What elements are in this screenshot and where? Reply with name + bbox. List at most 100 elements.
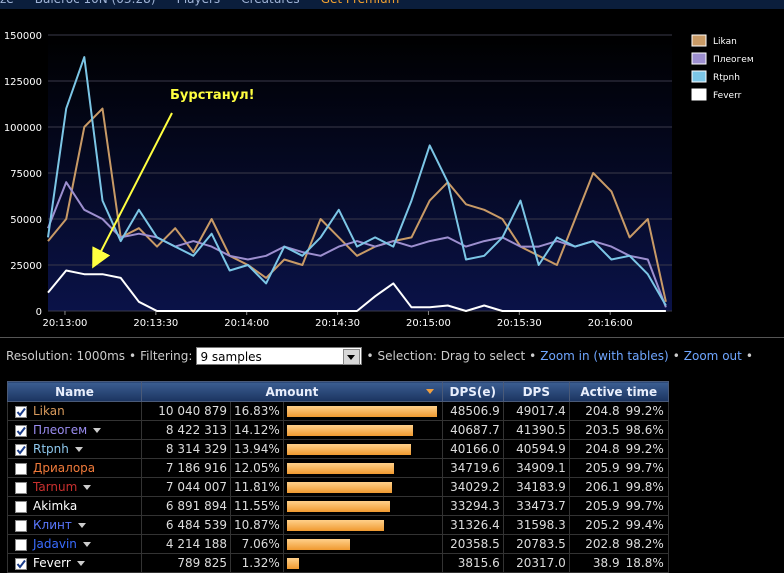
nav-link[interactable]: ze — [0, 0, 14, 6]
y-tick-label: 0 — [36, 307, 42, 318]
dps-e: 40166.0 — [441, 439, 504, 459]
name-cell: Клинт — [7, 515, 142, 535]
player-row: Akimka 6 891 894 11.55% 33294.3 33473.7 205.9… — [7, 496, 669, 516]
checkbox-box — [15, 424, 27, 437]
nav-link[interactable]: Get Premium — [321, 0, 400, 6]
select-button[interactable] — [343, 349, 361, 365]
x-tick-label: 20:14:00 — [224, 318, 269, 329]
dps: 31598.3 — [502, 515, 570, 535]
menu-arrow[interactable] — [77, 523, 86, 528]
dps-e: 40687.7 — [441, 420, 504, 440]
player-name[interactable]: Tarnum — [33, 480, 78, 494]
active-share: 99.4% — [625, 518, 664, 532]
series-line — [47, 107, 667, 303]
column-header[interactable]: Active time — [568, 381, 669, 402]
name-cell: Jadavin — [7, 534, 142, 554]
y-tick-label: 125000 — [4, 77, 42, 88]
x-tick-label: 20:15:00 — [406, 318, 451, 329]
amount: 8 422 313 — [141, 420, 231, 440]
player-name[interactable]: Дриалора — [33, 461, 96, 475]
column-header[interactable]: DPS — [502, 381, 570, 402]
menu-arrow[interactable] — [93, 428, 102, 433]
legend-label: Плеогем — [713, 55, 754, 65]
checkmark — [16, 407, 26, 417]
amount-bar — [286, 462, 395, 474]
checkbox[interactable] — [15, 443, 27, 456]
separator: • — [366, 349, 374, 363]
checkbox[interactable] — [15, 557, 27, 570]
player-name[interactable]: Rtpnh — [33, 442, 69, 456]
divider — [0, 337, 784, 338]
zoom-out-link[interactable]: Zoom out — [683, 349, 742, 363]
annotation-arrow — [92, 112, 173, 269]
nav-separator: • — [307, 0, 314, 6]
active-time: 38.9 — [592, 556, 620, 570]
amount-bar — [286, 557, 299, 569]
legend-swatch — [691, 70, 707, 83]
x-tick-label: 20:15:30 — [497, 318, 542, 329]
player-name[interactable]: Akimka — [33, 499, 78, 513]
checkbox[interactable] — [15, 538, 27, 551]
player-row: Likan 10 040 879 16.83% 48506.9 49017.4 204.8… — [7, 401, 669, 421]
name-cell: Плеогем — [7, 420, 142, 440]
selection-label: Selection: Drag to select — [377, 349, 526, 363]
amount: 10 040 879 — [141, 401, 231, 421]
nav-link[interactable]: Baleroc 10N (03:28) — [35, 0, 156, 6]
amount: 4 214 188 — [141, 534, 231, 554]
amount: 6 484 539 — [141, 515, 231, 535]
menu-arrow[interactable] — [82, 542, 91, 547]
checkbox[interactable] — [15, 519, 27, 532]
player-name[interactable]: Плеогем — [33, 423, 88, 437]
player-name[interactable]: Likan — [33, 404, 65, 418]
bar-cell — [282, 477, 443, 497]
share: 13.94% — [230, 439, 284, 459]
x-tick-label: 20:13:30 — [133, 318, 178, 329]
checkbox[interactable] — [15, 424, 27, 437]
column-header[interactable]: DPS(e) — [441, 381, 504, 402]
zoom-in-link[interactable]: Zoom in (with tables) — [540, 349, 669, 363]
y-tick-label: 100000 — [4, 123, 42, 134]
share: 12.05% — [230, 458, 284, 478]
name-cell: Дриалора — [7, 458, 142, 478]
column-header[interactable]: Amount — [141, 381, 443, 402]
checkbox-box — [15, 519, 27, 532]
checkbox[interactable] — [15, 405, 27, 418]
share: 11.81% — [230, 477, 284, 497]
player-name[interactable]: Клинт — [33, 518, 72, 532]
bar-cell — [282, 515, 443, 535]
nav-items: ze • Baleroc 10N (03:28) • Players • Creatures… — [0, 0, 406, 6]
nav-link[interactable]: Players — [177, 0, 221, 6]
y-tick-label: 75000 — [10, 169, 42, 180]
legend-swatch — [691, 34, 707, 47]
amount-bar — [286, 424, 413, 436]
player-name[interactable]: Feverr — [33, 556, 71, 570]
dps: 34183.9 — [502, 477, 570, 497]
bar-cell — [282, 439, 443, 459]
nav-link[interactable]: Creatures — [241, 0, 299, 6]
checkbox[interactable] — [15, 462, 27, 475]
name-cell: Likan — [7, 401, 142, 421]
name-cell: Tarnum — [7, 477, 142, 497]
checkmark — [16, 559, 26, 569]
checkbox[interactable] — [15, 500, 27, 513]
nav-bar: ze • Baleroc 10N (03:28) • Players • Creatures… — [0, 0, 784, 9]
x-tick-label: 20:16:00 — [588, 318, 633, 329]
y-tick-label: 25000 — [10, 261, 42, 272]
player-row: Rtpnh 8 314 329 13.94% 40166.0 40594.9 204.8 9… — [7, 439, 669, 459]
checkmark — [16, 426, 26, 436]
active-share: 99.2% — [625, 442, 664, 456]
share: 11.55% — [230, 496, 284, 516]
menu-arrow[interactable] — [83, 485, 92, 490]
controls: Resolution: 1000ms • Filtering: 9 samples • S… — [6, 345, 757, 367]
column-header[interactable]: Name — [7, 381, 142, 402]
sort-arrow — [425, 389, 434, 394]
active-time: 204.8 — [585, 404, 620, 418]
player-name[interactable]: Jadavin — [33, 537, 77, 551]
player-row: Tarnum 7 044 007 11.81% 34029.2 34183.9 206.1… — [7, 477, 669, 497]
filter-select[interactable]: 9 samples — [196, 347, 363, 365]
amount-bar — [286, 443, 411, 455]
menu-arrow[interactable] — [74, 447, 83, 452]
checkbox-box — [15, 557, 27, 570]
checkbox[interactable] — [15, 481, 27, 494]
menu-arrow[interactable] — [76, 561, 85, 566]
